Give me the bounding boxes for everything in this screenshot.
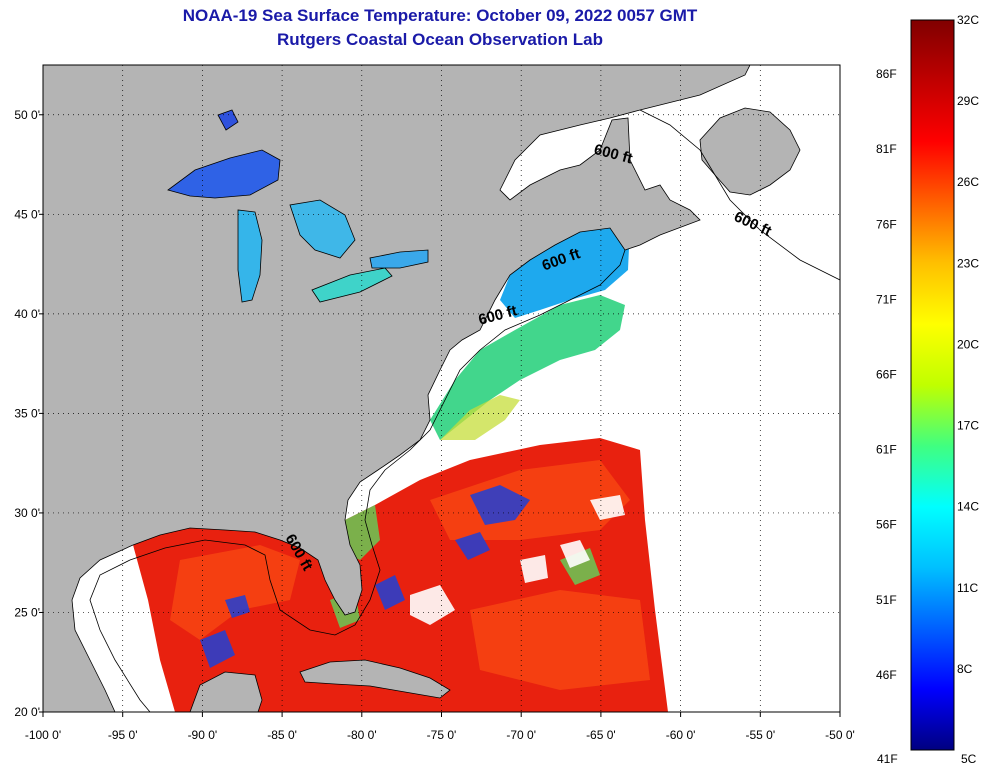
lake-erie (312, 268, 392, 302)
lon-tick-label: -90 0' (188, 728, 218, 742)
lon-tick-label: -50 0' (825, 728, 855, 742)
colorbar-fahrenheit-label: 46F (876, 668, 897, 682)
lake-superior (168, 150, 280, 198)
lat-tick-label: 50 0' (14, 108, 40, 122)
colorbar-celsius-label: 23C (957, 256, 979, 270)
lon-tick-label: -60 0' (666, 728, 696, 742)
colorbar-top-label: 32C (957, 13, 979, 27)
colorbar-celsius-label: 8C (957, 662, 973, 676)
colorbar (910, 19, 955, 751)
lon-tick-label: -100 0' (25, 728, 61, 742)
map-subtitle: Rutgers Coastal Ocean Observation Lab (277, 30, 603, 49)
lon-tick-label: -85 0' (267, 728, 297, 742)
colorbar-celsius-label: 11C (957, 581, 978, 595)
lat-tick-label: 35 0' (14, 406, 40, 420)
depth-contour-600ft (89, 109, 840, 712)
colorbar-celsius-label: 20C (957, 337, 979, 351)
axis-ticks: -100 0' -95 0' -90 0' -85 0' -80 0' -75 0' -70… (14, 108, 854, 742)
colorbar-fahrenheit-label: 56F (876, 518, 897, 532)
sst-green-patches (330, 505, 600, 628)
colorbar-celsius-label: 29C (957, 94, 979, 108)
lat-tick-label: 20 0' (14, 705, 40, 719)
sst-cool-patches (200, 485, 530, 668)
colorbar-fahrenheit-label: 71F (876, 292, 897, 306)
colorbar-celsius-label: 26C (957, 175, 979, 189)
colorbar-bottom-label: 5C (961, 752, 977, 766)
lon-tick-label: -70 0' (506, 728, 536, 742)
sst-gulf-of-maine (500, 222, 630, 318)
lat-tick-label: 45 0' (14, 207, 40, 221)
lat-tick-label: 30 0' (14, 506, 40, 520)
lon-tick-label: -75 0' (427, 728, 457, 742)
colorbar-fahrenheit-label: 86F (876, 67, 897, 81)
lon-tick-label: -65 0' (586, 728, 616, 742)
colorbar-celsius-label: 14C (957, 500, 979, 514)
north-america-land (43, 65, 751, 712)
colorbar-fahrenheit-label: 76F (876, 217, 897, 231)
colorbar-celsius-label: 17C (957, 419, 979, 433)
colorbar-fahrenheit-label: 61F (876, 443, 897, 457)
lon-tick-label: -55 0' (745, 728, 775, 742)
sst-warm-texture (170, 460, 650, 690)
map-title: NOAA-19 Sea Surface Temperature: October… (182, 6, 698, 25)
sst-cloud-patches (410, 495, 625, 625)
colorbar-fahrenheit-label: 66F (876, 367, 897, 381)
colorbar-fahrenheit-label: 51F (876, 593, 897, 607)
lon-tick-label: -80 0' (347, 728, 377, 742)
lat-tick-label: 25 0' (14, 605, 40, 619)
sst-shelf-band-warm (440, 395, 520, 440)
lake-michigan (238, 210, 262, 302)
lat-tick-label: 40 0' (14, 307, 40, 321)
lon-tick-label: -95 0' (108, 728, 138, 742)
sst-shelf-band (430, 295, 625, 440)
yucatan (189, 671, 263, 712)
colorbar-bottom-f-label: 41F (877, 752, 898, 766)
cuba (299, 659, 451, 699)
colorbar-fahrenheit-label: 81F (876, 142, 897, 156)
colorbar-labels: 32C 5C 41F 29C 26C 23C 20C 17C 14C 11C 8C 86F 81F 76F… (876, 13, 979, 766)
lake-ontario (370, 250, 428, 268)
